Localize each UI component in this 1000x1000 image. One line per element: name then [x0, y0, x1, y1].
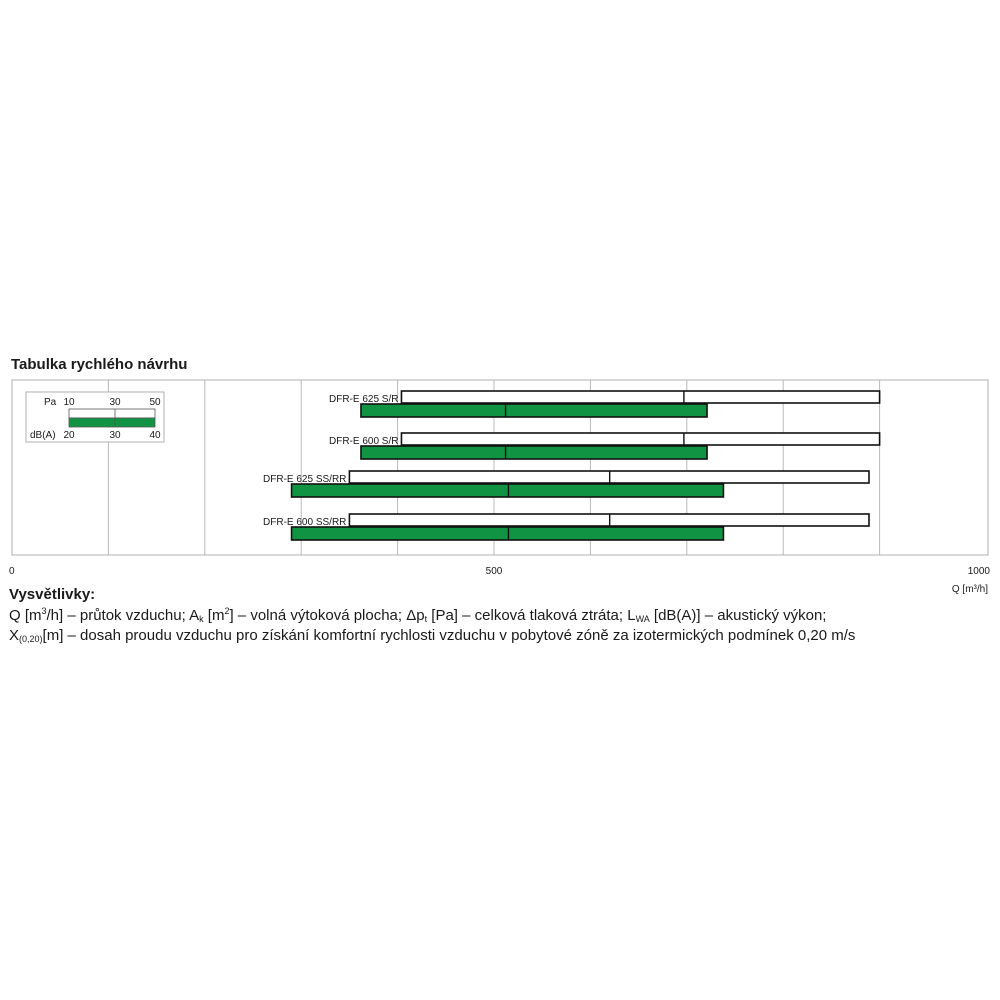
scale-key-dba-label: dB(A): [30, 430, 56, 441]
x-tick-label: 0: [9, 566, 15, 577]
scale-key-dba-value: 40: [149, 430, 161, 441]
dba-range-bar: [290, 483, 725, 498]
plot-frame: [11, 379, 989, 556]
ak-subscript: k: [199, 614, 204, 624]
q-symbol: Q [m: [9, 607, 42, 624]
q-description: /h] – průtok vzduchu; A: [46, 607, 200, 624]
x-symbol: X: [9, 627, 20, 644]
dba-range-bar: [360, 403, 708, 418]
chart-title: Tabulka rychlého návrhu: [11, 356, 188, 373]
x-description: [m] – dosah proudu vzduchu pro získání k…: [42, 627, 856, 644]
x-subscript: (0,20): [19, 634, 43, 644]
dba-range-bar: [360, 445, 708, 460]
scale-key-pa-value: 30: [109, 397, 121, 408]
q-superscript: 3: [41, 606, 47, 616]
dba-range-bar: [290, 526, 725, 541]
product-label: DFR-E 625 S/R: [329, 394, 398, 405]
product-label: DFR-E 600 SS/RR: [263, 517, 346, 528]
pa-range-bar: [400, 390, 881, 404]
legend-title: Vysvětlivky:: [9, 586, 96, 603]
x-tick-label: 1000: [968, 566, 991, 577]
ak-superscript: 2: [224, 606, 230, 616]
legend-line-2: X(0,20)[m] – dosah proudu vzduchu pro zí…: [9, 627, 855, 644]
scale-key-pa-bar: [68, 408, 156, 419]
scale-key-pa-value: 10: [63, 397, 75, 408]
ak-description: ] – volná výtoková plocha; Δp: [229, 607, 425, 624]
x-tick-label: 500: [486, 566, 503, 577]
scale-key-dba-value: 20: [63, 430, 75, 441]
dp-description: [Pa] – celková tlaková ztráta; L: [427, 607, 636, 624]
scale-key-dba-bar: [68, 417, 156, 428]
x-axis-label: Q [m³/h]: [952, 584, 988, 595]
lwa-description: [dB(A)] – akustický výkon;: [649, 607, 827, 624]
scale-key-pa-label: Pa: [44, 397, 57, 408]
scale-key-dba-value: 30: [109, 430, 121, 441]
lwa-subscript: WA: [635, 614, 650, 624]
ak-unit: [m: [203, 607, 225, 624]
legend-line-1: Q [m3/h] – průtok vzduchu; Ak [m2] – vol…: [9, 606, 826, 624]
product-label: DFR-E 625 SS/RR: [263, 474, 346, 485]
product-label: DFR-E 600 S/R: [329, 436, 398, 447]
dp-subscript: t: [424, 614, 428, 624]
pa-range-bar: [400, 432, 881, 446]
scale-key-pa-value: 50: [149, 397, 161, 408]
